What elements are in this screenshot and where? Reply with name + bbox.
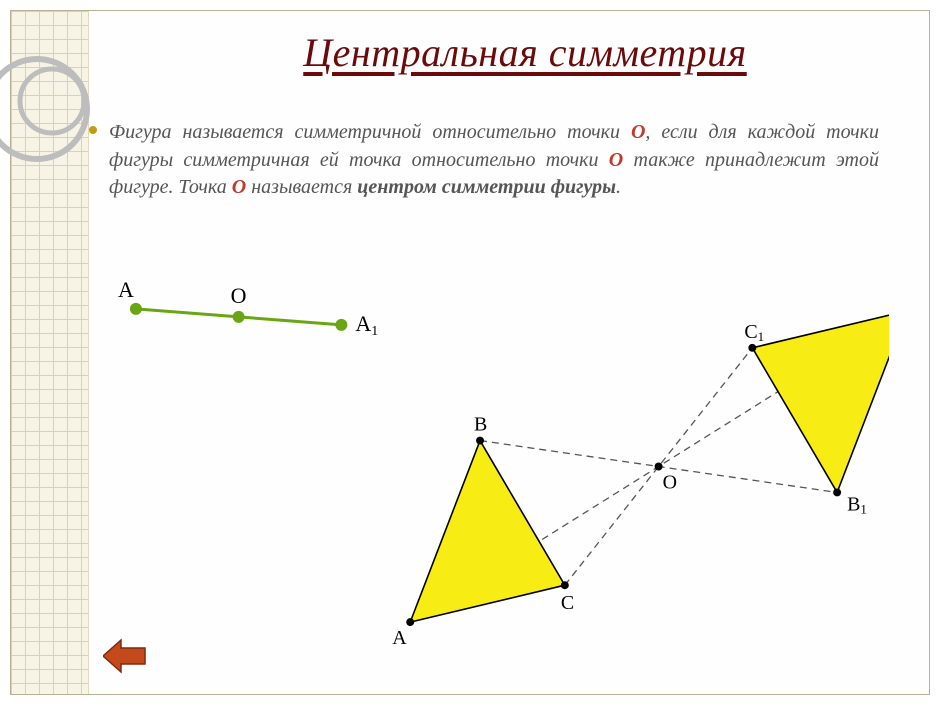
center-point-letter: О [232, 176, 246, 198]
definition-text: . [616, 176, 621, 198]
definition-text: Фигура называется симметричной относител… [109, 121, 631, 143]
vertex-label: A [118, 277, 134, 302]
original-triangle [410, 441, 565, 623]
definition-paragraph: Фигура называется симметричной относител… [109, 119, 879, 202]
vertex-label: A1 [355, 311, 378, 338]
rings-icon [0, 49, 97, 169]
decorative-strip [11, 11, 89, 694]
slide-frame: Центральная симметрия Фигура называется … [10, 10, 930, 695]
vertex-label: O [231, 283, 247, 308]
vertex-label: O [663, 471, 677, 493]
vertex-label: C [561, 592, 574, 614]
vertex-label: A [392, 627, 407, 649]
vertex-dot [406, 618, 414, 626]
image-triangle [752, 311, 889, 493]
center-point-letter: О [631, 121, 645, 143]
vertex-dot [233, 311, 245, 323]
geometry-figure: AOA1ABCOA1B1C1 [101, 271, 889, 670]
slide-title: Центральная симметрия [181, 29, 869, 76]
definition-text: называется [246, 176, 357, 198]
vertex-label: B [474, 414, 487, 436]
vertex-label: B1 [847, 493, 867, 516]
vertex-dot [561, 581, 569, 589]
vertex-dot [476, 437, 484, 445]
center-point-letter: О [609, 149, 623, 171]
vertex-label: C1 [744, 321, 764, 344]
bullet-icon [89, 126, 97, 134]
vertex-dot [748, 344, 756, 352]
vertex-dot [335, 319, 347, 331]
back-arrow-button[interactable] [103, 638, 147, 674]
vertex-dot [833, 488, 841, 496]
vertex-dot [655, 463, 663, 471]
vertex-dot [130, 303, 142, 315]
term-center-of-symmetry: центром симметрии фигуры [357, 176, 616, 198]
